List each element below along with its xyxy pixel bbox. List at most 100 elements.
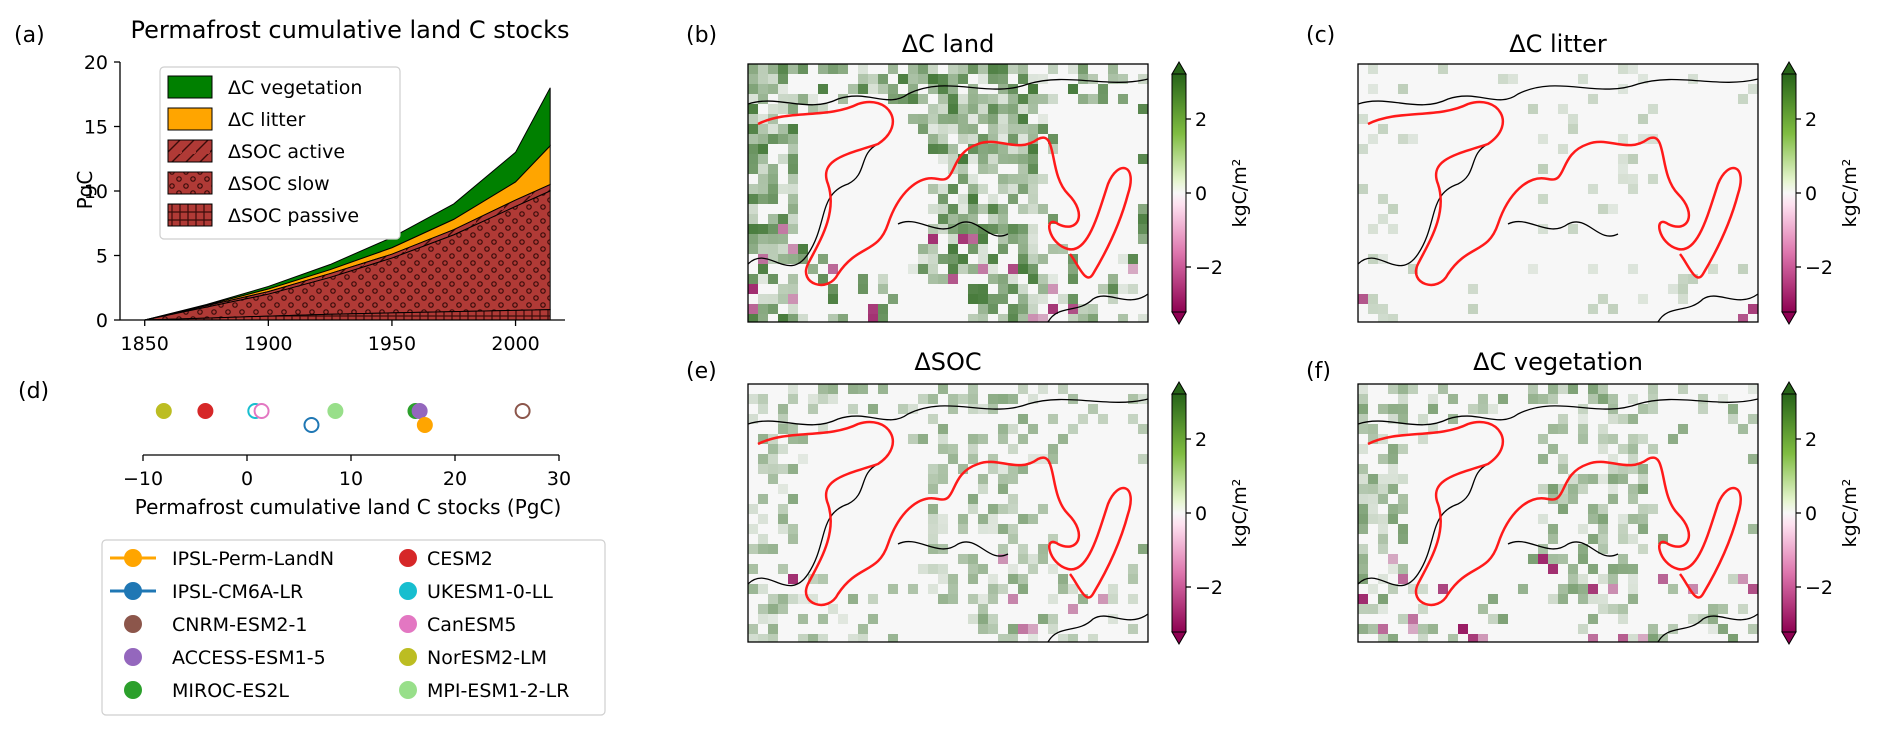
map-cell <box>788 274 798 284</box>
model-point <box>416 417 433 433</box>
coastline <box>897 541 1009 557</box>
map-cell <box>1598 394 1608 404</box>
map-cell <box>1368 84 1378 94</box>
map-cell <box>788 434 798 444</box>
map-cell <box>758 614 768 624</box>
map-cell <box>748 504 758 514</box>
map-cell <box>1538 484 1548 494</box>
map-cell <box>1128 624 1138 634</box>
map-cell <box>1388 384 1398 394</box>
map-cell <box>778 294 788 304</box>
map-cell <box>748 154 758 164</box>
map-cell <box>1558 384 1568 394</box>
map-cell <box>1358 494 1368 504</box>
map-cell <box>938 194 948 204</box>
map-cell <box>778 224 788 234</box>
map-cell <box>998 204 1008 214</box>
map-cell <box>1628 464 1638 474</box>
map-cell <box>788 534 798 544</box>
map-cell <box>1698 394 1708 404</box>
map-cell <box>918 124 928 134</box>
map-cell <box>1418 634 1428 642</box>
map-cell <box>948 84 958 94</box>
map-cell <box>958 164 968 174</box>
map-cell <box>1538 194 1548 204</box>
colorbar-tick-label: −2 <box>1805 257 1833 279</box>
map-cell <box>1608 304 1618 314</box>
map-cell <box>968 234 978 244</box>
map-cell <box>1138 224 1148 234</box>
colorbar-extend-top <box>1171 61 1187 75</box>
map-cell <box>758 244 768 254</box>
map-cell <box>1588 584 1598 594</box>
map-cell <box>1008 444 1018 454</box>
x-tick-label: 20 <box>443 468 467 490</box>
map-cell <box>1678 424 1688 434</box>
map-cell <box>1558 504 1568 514</box>
map-cell <box>928 504 938 514</box>
map-cell <box>1068 314 1078 322</box>
map-cell <box>938 514 948 524</box>
map-cell <box>1018 244 1028 254</box>
map-cell <box>758 124 768 134</box>
map-cell <box>948 254 958 264</box>
legend-label: IPSL-Perm-LandN <box>172 548 334 570</box>
y-tick-label: 20 <box>84 52 108 74</box>
map-cell <box>1028 124 1038 134</box>
legend-swatch <box>167 75 213 99</box>
map-cell <box>1548 564 1558 574</box>
map-panel-label: (e) <box>686 359 717 384</box>
map-cell <box>1438 64 1448 74</box>
map-cell <box>928 134 938 144</box>
map-cell <box>968 124 978 134</box>
map-cell <box>1358 184 1368 194</box>
map-cell <box>938 104 948 114</box>
map-cell <box>1038 174 1048 184</box>
map-cell <box>1648 394 1658 404</box>
colorbar-tick-label: −2 <box>1195 577 1223 599</box>
map-cell <box>1068 424 1078 434</box>
map-cell <box>1018 554 1028 564</box>
legend-marker <box>399 582 417 600</box>
map-cell <box>1388 454 1398 464</box>
map-cell <box>1658 574 1668 584</box>
legend-marker <box>399 549 417 567</box>
map-cell <box>1008 114 1018 124</box>
map-cell <box>938 524 948 534</box>
map-cell <box>1748 584 1758 594</box>
map-cell <box>1388 404 1398 414</box>
map-cell <box>798 64 808 74</box>
map-cell <box>1488 594 1498 604</box>
map-cell <box>948 404 958 414</box>
map-cell <box>988 394 998 404</box>
map-cell <box>1388 584 1398 594</box>
map-cell <box>988 504 998 514</box>
map-cell <box>1028 424 1038 434</box>
map-cell <box>1128 564 1138 574</box>
map-cell <box>1018 204 1028 214</box>
map-cell <box>788 144 798 154</box>
map-cell <box>948 114 958 124</box>
map-cell <box>1558 414 1568 424</box>
map-cell <box>1618 534 1628 544</box>
map-cell <box>948 444 958 454</box>
model-point <box>197 403 214 419</box>
map-cell <box>1038 554 1048 564</box>
map-cell <box>818 574 828 584</box>
map-cell <box>958 114 968 124</box>
map-cell <box>1088 314 1098 322</box>
map-cell <box>1608 494 1618 504</box>
map-cell <box>938 274 948 284</box>
map-cell <box>938 474 948 484</box>
map-cell <box>1378 404 1388 414</box>
map-cell <box>1478 404 1488 414</box>
map-cell <box>1608 394 1618 404</box>
map-cell <box>1088 634 1098 642</box>
map-cell <box>778 484 788 494</box>
map-cell <box>778 244 788 254</box>
map-cell <box>958 194 968 204</box>
map-cell <box>1588 264 1598 274</box>
map-cell <box>958 464 968 474</box>
map-cell <box>778 424 788 434</box>
map-cell <box>1568 114 1578 124</box>
